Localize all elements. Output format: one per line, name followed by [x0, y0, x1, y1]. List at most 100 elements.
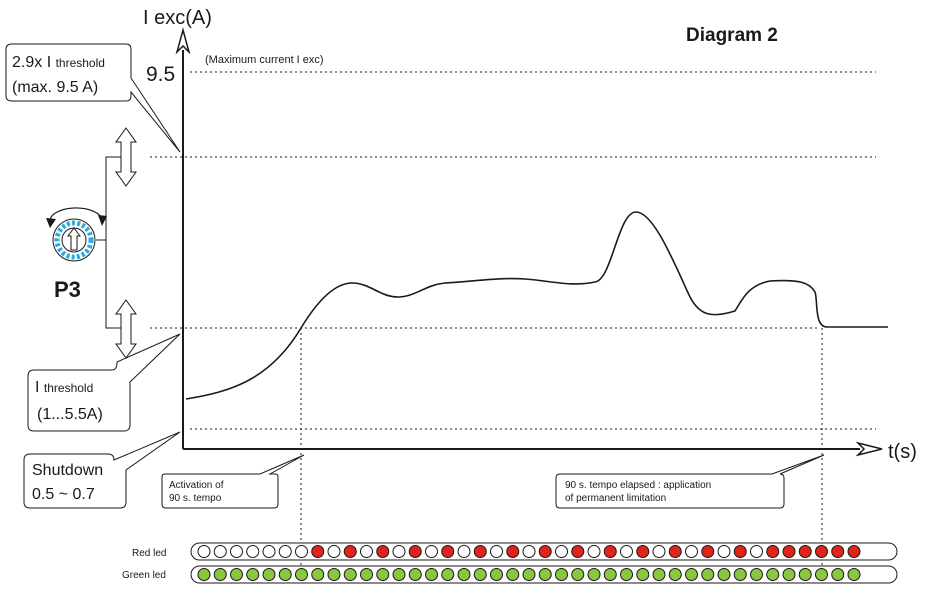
- elapsed-box-line1: 90 s. tempo elapsed : application: [565, 480, 711, 491]
- callout-shutdown-line2: 0.5 ~ 0.7: [32, 486, 95, 503]
- green-led-on: [246, 568, 260, 581]
- green-led-on: [343, 568, 357, 581]
- red-led-row: [197, 545, 861, 558]
- green-led-on: [327, 568, 341, 581]
- green-led-on: [652, 568, 666, 581]
- current-curve: [185, 211, 888, 400]
- red-led-off: [327, 545, 341, 558]
- green-led-on: [441, 568, 455, 581]
- p3-knob-icon: [46, 207, 107, 262]
- green-led-on: [230, 568, 243, 581]
- red-led-on: [766, 545, 780, 558]
- adjustment-bracket: [96, 156, 126, 329]
- red-led-off: [587, 545, 601, 558]
- green-led-on: [473, 568, 487, 581]
- red-led-on: [441, 545, 455, 558]
- green-led-on: [360, 568, 373, 581]
- red-led-off: [555, 545, 568, 558]
- lower-double-arrow-icon: [115, 299, 137, 359]
- red-led-off: [246, 545, 260, 558]
- x-axis-arrow: [855, 441, 883, 457]
- green-led-on: [717, 568, 731, 581]
- green-led-on: [815, 568, 828, 581]
- green-led-on: [538, 568, 552, 581]
- reference-lines: [150, 71, 876, 570]
- red-led-on: [603, 545, 617, 558]
- green-led-on: [766, 568, 780, 581]
- red-led-on: [376, 545, 390, 558]
- red-led-on: [538, 545, 552, 558]
- red-led-on: [701, 545, 715, 558]
- x-axis-label: t(s): [888, 441, 917, 463]
- callout-threshold: I threshold (1...5.5A): [27, 333, 181, 432]
- red-led-on: [815, 545, 828, 558]
- green-led-on: [262, 568, 276, 581]
- red-led-on: [831, 545, 845, 558]
- red-led-label: Red led: [132, 548, 166, 559]
- elapsed-box-line2: of permanent limitation: [565, 493, 666, 504]
- green-led-on: [636, 568, 650, 581]
- y-tick-9-5: 9.5: [146, 63, 175, 86]
- callout-shutdown: Shutdown 0.5 ~ 0.7: [23, 431, 181, 509]
- red-led-on: [847, 545, 861, 558]
- red-led-on: [506, 545, 520, 558]
- callout-threshold-line1: I threshold: [35, 379, 93, 396]
- red-led-off: [490, 545, 503, 558]
- red-led-on: [343, 545, 357, 558]
- red-led-off: [197, 545, 211, 558]
- activation-box: Activation of 90 s. tempo: [161, 454, 305, 509]
- callout-shutdown-line1: Shutdown: [32, 462, 103, 479]
- red-led-off: [360, 545, 373, 558]
- green-led-on: [750, 568, 763, 581]
- green-led-on: [376, 568, 390, 581]
- green-led-on: [457, 568, 471, 581]
- green-led-on: [555, 568, 568, 581]
- upper-double-arrow-icon: [115, 127, 137, 187]
- green-led-on: [620, 568, 633, 581]
- red-led-off: [652, 545, 666, 558]
- green-led-label: Green led: [122, 570, 166, 581]
- red-led-off: [717, 545, 731, 558]
- green-led-on: [506, 568, 520, 581]
- red-led-off: [295, 545, 308, 558]
- green-led-on: [587, 568, 601, 581]
- red-led-off: [425, 545, 438, 558]
- green-led-on: [295, 568, 308, 581]
- green-led-on: [392, 568, 406, 581]
- green-led-on: [668, 568, 682, 581]
- red-led-on: [473, 545, 487, 558]
- red-led-off: [213, 545, 227, 558]
- red-led-on: [798, 545, 812, 558]
- callout-max-threshold: 2.9x I threshold (max. 9.5 A): [5, 43, 181, 153]
- green-led-on: [701, 568, 715, 581]
- red-led-on: [311, 545, 325, 558]
- p3-label: P3: [54, 277, 81, 302]
- red-led-off: [620, 545, 633, 558]
- red-led-off: [457, 545, 471, 558]
- elapsed-box: 90 s. tempo elapsed : application of per…: [555, 454, 825, 509]
- activation-box-line2: 90 s. tempo: [169, 493, 222, 504]
- green-led-on: [213, 568, 227, 581]
- green-led-on: [831, 568, 845, 581]
- max-current-note: (Maximum current I exc): [205, 54, 324, 66]
- green-led-on: [490, 568, 503, 581]
- green-led-on: [522, 568, 536, 581]
- red-led-off: [750, 545, 763, 558]
- activation-box-line1: Activation of: [169, 480, 224, 491]
- red-led-off: [522, 545, 536, 558]
- green-led-on: [685, 568, 698, 581]
- callout-max-line1: 2.9x I threshold: [12, 54, 105, 71]
- green-led-on: [311, 568, 325, 581]
- red-led-on: [571, 545, 585, 558]
- green-led-on: [571, 568, 585, 581]
- red-led-on: [668, 545, 682, 558]
- red-led-on: [733, 545, 747, 558]
- green-led-on: [408, 568, 422, 581]
- callout-max-line2: (max. 9.5 A): [12, 79, 98, 96]
- red-led-on: [408, 545, 422, 558]
- green-led-on: [278, 568, 292, 581]
- green-led-on: [782, 568, 796, 581]
- red-led-off: [685, 545, 698, 558]
- green-led-on: [733, 568, 747, 581]
